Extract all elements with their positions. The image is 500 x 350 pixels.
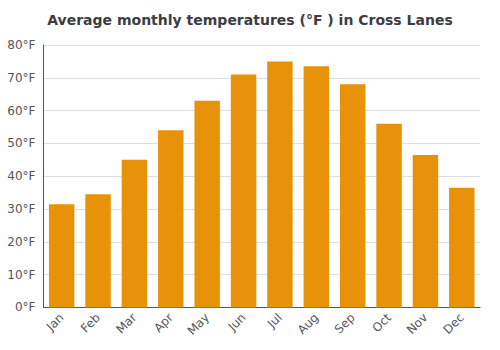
svg-text:Average monthly temperatures (: Average monthly temperatures (°F ) in Cr… [47, 12, 453, 28]
svg-text:Feb: Feb [78, 311, 103, 336]
svg-text:50°F: 50°F [7, 136, 35, 150]
svg-text:Jul: Jul [264, 311, 285, 332]
svg-text:0°F: 0°F [15, 300, 36, 314]
svg-text:Jun: Jun [225, 311, 249, 335]
svg-text:Sep: Sep [332, 311, 358, 337]
svg-text:10°F: 10°F [7, 268, 35, 282]
svg-text:80°F: 80°F [7, 38, 35, 52]
svg-text:30°F: 30°F [7, 202, 35, 216]
svg-text:Apr: Apr [151, 310, 176, 335]
svg-text:Nov: Nov [404, 311, 430, 337]
svg-text:Mar: Mar [113, 310, 139, 336]
svg-text:Dec: Dec [440, 311, 466, 337]
svg-text:Jan: Jan [43, 311, 67, 335]
svg-text:Aug: Aug [295, 311, 321, 337]
svg-text:70°F: 70°F [7, 71, 35, 85]
svg-text:60°F: 60°F [7, 104, 35, 118]
svg-text:Oct: Oct [369, 310, 394, 335]
svg-text:40°F: 40°F [7, 169, 35, 183]
svg-text:May: May [185, 311, 212, 338]
svg-text:20°F: 20°F [7, 235, 35, 249]
